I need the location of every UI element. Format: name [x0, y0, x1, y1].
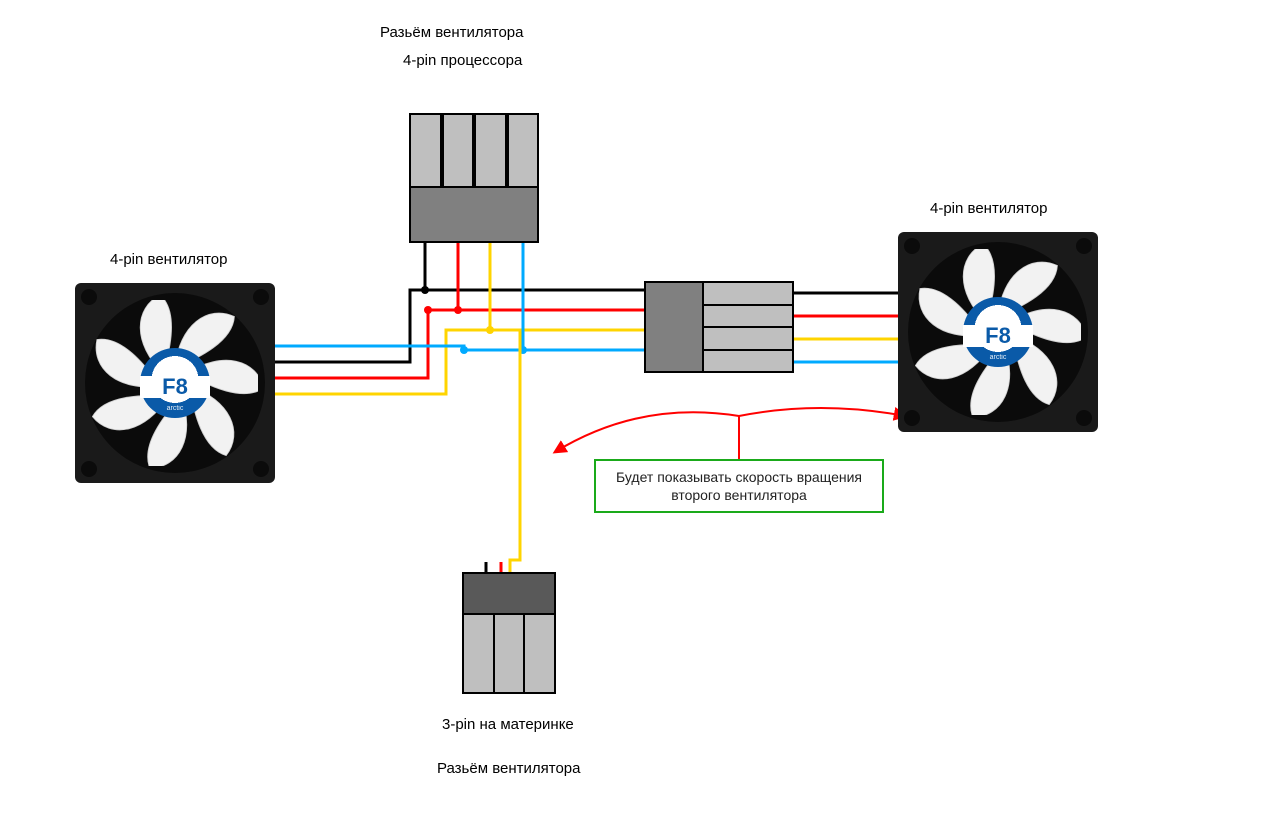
fan-hub: F8 arctic — [963, 297, 1033, 367]
motherboard-3pin-connector — [462, 572, 556, 694]
bottom-connector-label-1: 3-pin на материнке — [442, 716, 574, 733]
info-callout: Будет показывать скорость вращения второ… — [594, 459, 884, 513]
cpu-connector-label-1: Разьём вентилятора — [380, 24, 523, 41]
connector-body — [644, 281, 704, 373]
fan-hub: F8 arctic — [140, 348, 210, 418]
connector-pin — [704, 306, 794, 329]
cpu-connector-label-2: 4-pin процессора — [403, 52, 522, 69]
fan-brand: arctic — [990, 354, 1007, 361]
connector-pin — [704, 281, 794, 306]
connector-pin — [409, 113, 442, 188]
left-fan-label: 4-pin вентилятор — [110, 251, 227, 268]
left-fan: F8 arctic — [75, 283, 275, 483]
connector-pin — [462, 615, 495, 694]
fan-model: F8 — [140, 376, 210, 398]
right-fan: F8 arctic — [898, 232, 1098, 432]
connector-body — [462, 572, 556, 615]
connector-pin — [442, 113, 475, 188]
fan-brand: arctic — [167, 405, 184, 412]
inline-4pin-connector — [644, 281, 794, 373]
bottom-connector-label-2: Разьём вентилятора — [437, 760, 580, 777]
connector-pin — [495, 615, 526, 694]
connector-pin — [704, 328, 794, 351]
connector-body — [409, 188, 539, 243]
connector-pin — [507, 113, 540, 188]
right-fan-label: 4-pin вентилятор — [930, 200, 1047, 217]
cpu-fan-4pin-connector — [409, 113, 539, 243]
info-line-2: второго вентилятора — [671, 487, 807, 503]
connector-pin — [525, 615, 556, 694]
connector-pin — [474, 113, 507, 188]
connector-pin — [704, 351, 794, 374]
fan-model: F8 — [963, 325, 1033, 347]
info-line-1: Будет показывать скорость вращения — [616, 469, 862, 485]
